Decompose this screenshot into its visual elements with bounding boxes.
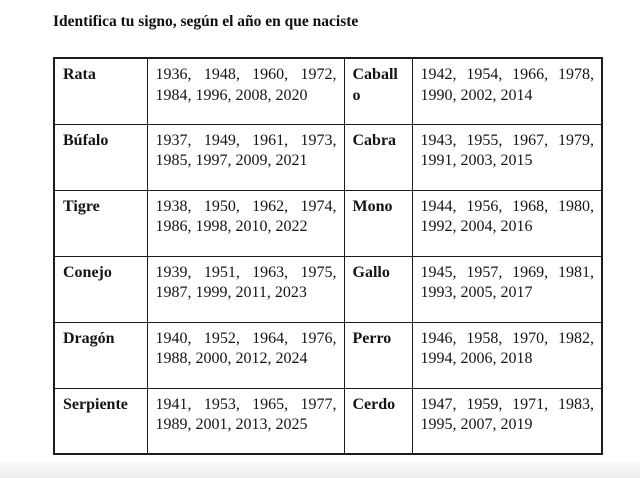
zodiac-years-cell: 1936, 1948, 1960, 1972, 1984, 1996, 2008… [146, 57, 345, 125]
table-row: Rata 1936, 1948, 1960, 1972, 1984, 1996,… [53, 57, 603, 125]
zodiac-sign-cell: Perro [343, 321, 413, 389]
zodiac-sign-cell: Cabra [343, 123, 413, 191]
zodiac-sign-cell: Dragón [53, 321, 148, 389]
page-title: Identifica tu signo, según el año en que… [53, 13, 359, 30]
zodiac-sign-cell: Mono [343, 189, 413, 257]
zodiac-years-cell: 1942, 1954, 1966, 1978, 1990, 2002, 2014 [411, 57, 603, 125]
zodiac-sign-cell: Serpiente [53, 387, 148, 455]
zodiac-years-cell: 1938, 1950, 1962, 1974, 1986, 1998, 2010… [146, 189, 345, 257]
zodiac-years-cell: 1941, 1953, 1965, 1977, 1989, 2001, 2013… [146, 387, 345, 455]
table-row: Dragón 1940, 1952, 1964, 1976, 1988, 200… [53, 321, 603, 389]
table-row: Búfalo 1937, 1949, 1961, 1973, 1985, 199… [53, 123, 603, 191]
zodiac-years-cell: 1947, 1959, 1971, 1983, 1995, 2007, 2019 [411, 387, 603, 455]
table-row: Serpiente 1941, 1953, 1965, 1977, 1989, … [53, 387, 603, 455]
table-row: Conejo 1939, 1951, 1963, 1975, 1987, 199… [53, 255, 603, 323]
zodiac-years-cell: 1945, 1957, 1969, 1981, 1993, 2005, 2017 [411, 255, 603, 323]
table-row: Tigre 1938, 1950, 1962, 1974, 1986, 1998… [53, 189, 603, 257]
zodiac-sign-cell: Búfalo [53, 123, 148, 191]
zodiac-sign-cell: Gallo [343, 255, 413, 323]
zodiac-sign-cell: Tigre [53, 189, 148, 257]
zodiac-years-table: Rata 1936, 1948, 1960, 1972, 1984, 1996,… [53, 57, 603, 455]
zodiac-years-cell: 1937, 1949, 1961, 1973, 1985, 1997, 2009… [146, 123, 345, 191]
zodiac-years-cell: 1943, 1955, 1967, 1979, 1991, 2003, 2015 [411, 123, 603, 191]
zodiac-sign-cell: Cerdo [343, 387, 413, 455]
zodiac-years-cell: 1940, 1952, 1964, 1976, 1988, 2000, 2012… [146, 321, 345, 389]
zodiac-sign-cell: Caballo [343, 57, 413, 125]
zodiac-sign-cell: Conejo [53, 255, 148, 323]
page-bottom-edge [0, 462, 640, 478]
zodiac-years-cell: 1946, 1958, 1970, 1982, 1994, 2006, 2018 [411, 321, 603, 389]
zodiac-sign-cell: Rata [53, 57, 148, 125]
zodiac-years-cell: 1944, 1956, 1968, 1980, 1992, 2004, 2016 [411, 189, 603, 257]
zodiac-years-cell: 1939, 1951, 1963, 1975, 1987, 1999, 2011… [146, 255, 345, 323]
